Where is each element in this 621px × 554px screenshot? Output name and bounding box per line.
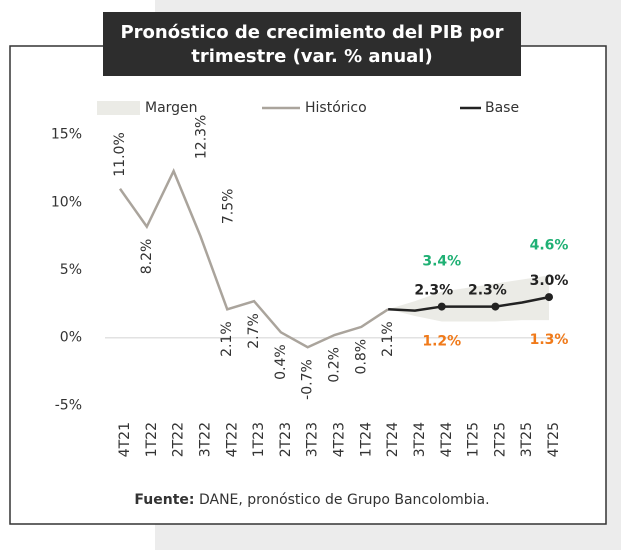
point (491, 302, 500, 311)
source: Fuente: DANE, pronóstico de Grupo Bancol… (134, 492, 489, 508)
x-tick-label: 4T23 (332, 422, 348, 457)
chart-title: trimestre (var. % anual) (191, 46, 432, 67)
data-label: 3.4% (422, 254, 461, 270)
x-tick-label: 2T22 (171, 422, 187, 457)
series-line (118, 168, 389, 349)
data-label: 12.3% (194, 115, 210, 159)
x-tick-label: 3T24 (412, 422, 428, 457)
legend-label: Base (485, 100, 519, 116)
data-label: 2.3% (414, 283, 453, 299)
x-tick-label: 4T25 (546, 422, 562, 457)
x-tick-label: 3T23 (305, 422, 321, 457)
legend-swatch (97, 101, 140, 115)
data-label: 3.0% (530, 273, 569, 289)
y-tick-label: 15% (51, 127, 82, 143)
x-tick-label: 1T22 (144, 422, 160, 457)
source-label: Fuente: (134, 492, 194, 508)
legend-label: Histórico (305, 100, 367, 116)
data-label: 4.6% (530, 237, 569, 253)
y-tick-label: 5% (60, 262, 82, 278)
x-tick-label: 3T25 (519, 422, 535, 457)
y-tick-label: 10% (51, 194, 82, 210)
data-label: 0.2% (327, 347, 343, 383)
y-tick-label: 0% (60, 330, 82, 346)
source-text: Fuente: DANE, pronóstico de Grupo Bancol… (134, 492, 489, 508)
x-tick-label: 2T25 (492, 422, 508, 457)
x-tick-label: 2T23 (278, 422, 294, 457)
x-tick-label: 1T23 (251, 422, 267, 457)
x-tick-label: 4T22 (224, 422, 240, 457)
data-label: 0.4% (273, 344, 289, 380)
data-label: 11.0% (112, 132, 128, 176)
data-label: 7.5% (220, 189, 236, 225)
data-label: 1.3% (530, 332, 569, 348)
data-label: 1.2% (422, 333, 461, 349)
data-label: 2.3% (468, 283, 507, 299)
x-tick-label: 1T24 (358, 422, 374, 457)
source-body: DANE, pronóstico de Grupo Bancolombia. (199, 492, 490, 508)
data-label: 2.7% (246, 313, 262, 349)
x-tick-label: 4T21 (117, 422, 133, 457)
legend-label: Margen (145, 100, 198, 116)
y-tick-label: -5% (55, 397, 82, 413)
data-label: 2.1% (219, 321, 235, 357)
data-label: 8.2% (139, 239, 155, 275)
title-box (103, 12, 521, 76)
x-tick-label: 4T24 (439, 422, 455, 457)
data-label: -0.7% (300, 359, 316, 400)
margin-band (388, 275, 549, 322)
series-line (388, 295, 550, 312)
data-label: 2.1% (380, 321, 396, 357)
point (545, 293, 553, 302)
data-label: 0.8% (353, 339, 369, 375)
x-tick-label: 2T24 (385, 422, 401, 457)
chart-title: Pronóstico de crecimiento del PIB por (120, 22, 503, 43)
x-tick-label: 1T25 (466, 422, 482, 457)
x-tick-label: 3T22 (197, 422, 213, 457)
point (437, 302, 446, 311)
